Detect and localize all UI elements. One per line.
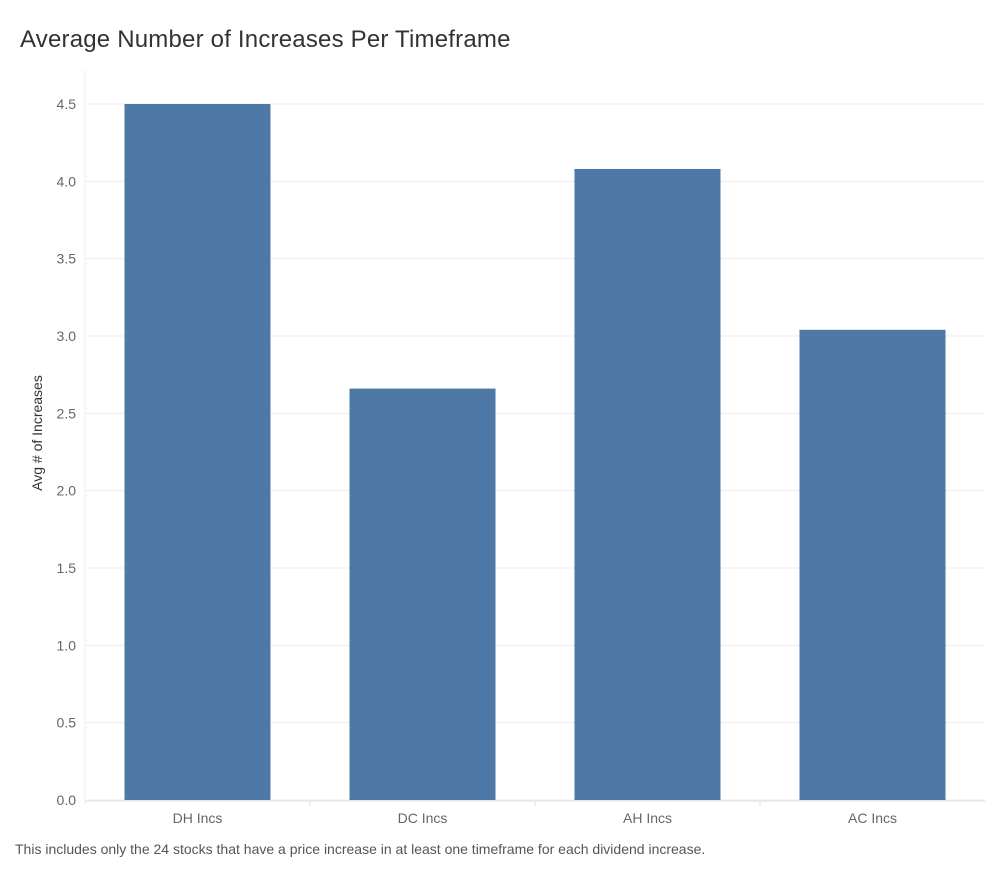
chart-title: Average Number of Increases Per Timefram… <box>20 26 511 53</box>
y-tick-label: 3.5 <box>57 251 77 267</box>
bar-ac-incs[interactable] <box>799 329 946 800</box>
x-tick-label: DC Incs <box>398 810 448 826</box>
chart-caption: This includes only the 24 stocks that ha… <box>15 841 706 857</box>
y-tick-label: 2.5 <box>57 405 77 421</box>
x-tick-label: AH Incs <box>623 810 672 826</box>
axes: 0.0 0.5 1.0 1.5 2.0 2.5 3.0 3.5 4.0 4.5 DH Incs DC … <box>57 70 985 826</box>
y-tick-label: 1.5 <box>57 560 77 576</box>
y-tick-label: 1.0 <box>57 637 77 653</box>
bar-dc-incs[interactable] <box>349 388 496 800</box>
x-tick-label: AC Incs <box>848 810 897 826</box>
bars <box>124 104 946 800</box>
y-tick-label: 2.0 <box>57 483 77 499</box>
bar-ah-incs[interactable] <box>574 168 721 800</box>
bar-dh-incs[interactable] <box>124 104 271 800</box>
y-tick-label: 3.0 <box>57 328 77 344</box>
y-tick-label: 4.0 <box>57 173 77 189</box>
x-tick-label: DH Incs <box>173 810 223 826</box>
y-tick-label: 4.5 <box>57 96 77 112</box>
y-tick-label: 0.5 <box>57 715 77 731</box>
y-tick-label: 0.0 <box>57 792 77 808</box>
